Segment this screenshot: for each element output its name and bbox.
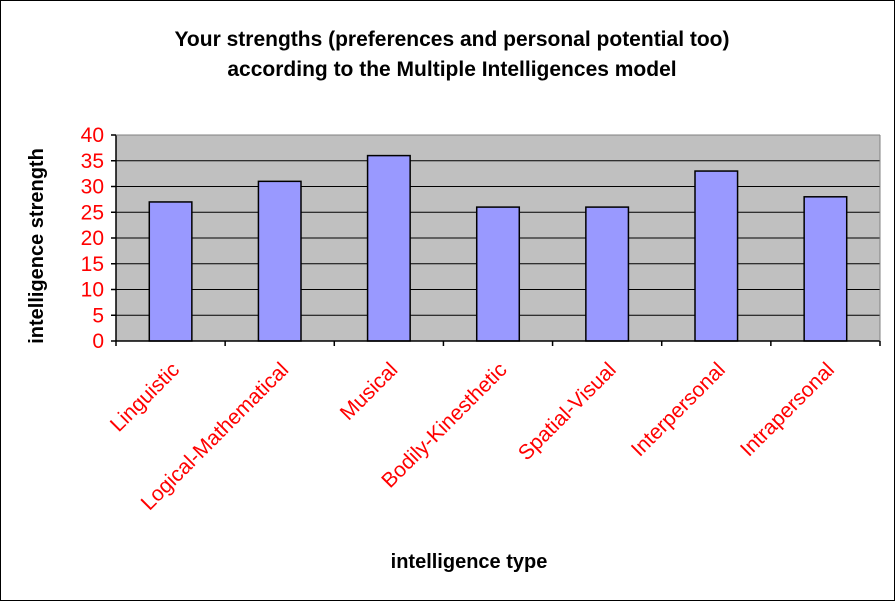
y-tick-label: 40 <box>81 124 104 147</box>
y-tick-label: 30 <box>81 176 104 199</box>
x-tick-label: Interpersonal <box>627 358 730 461</box>
y-tick-label: 35 <box>81 150 104 173</box>
y-tick-label: 5 <box>92 304 104 327</box>
bar-musical <box>366 154 411 342</box>
bar-spatial-visual <box>585 206 630 342</box>
y-tick-label: 15 <box>81 253 104 276</box>
y-tick-label: 20 <box>81 227 104 250</box>
y-tick-label: 25 <box>81 201 104 224</box>
chart-title: Your strengths (preferences and personal… <box>174 28 729 51</box>
x-tick-label: Musical <box>336 358 403 425</box>
chart-subtitle: according to the Multiple Intelligences … <box>227 58 676 81</box>
axes <box>111 134 881 346</box>
x-axis-title: intelligence type <box>391 551 548 573</box>
y-axis-title: intelligence strength <box>26 148 48 344</box>
bars <box>148 154 848 342</box>
y-tick-label: 10 <box>81 279 104 302</box>
bar-logical-mathematical <box>257 180 302 342</box>
bar-intrapersonal <box>803 196 848 342</box>
bar-bodily-kinesthetic <box>475 206 521 342</box>
x-tick-label: Intrapersonal <box>736 358 839 461</box>
bar-linguistic <box>148 201 193 342</box>
x-tick-label: Linguistic <box>106 358 184 436</box>
y-tick-label: 0 <box>92 330 104 353</box>
bar-interpersonal <box>694 170 739 342</box>
x-tick-label: Spatial-Visual <box>514 358 621 465</box>
